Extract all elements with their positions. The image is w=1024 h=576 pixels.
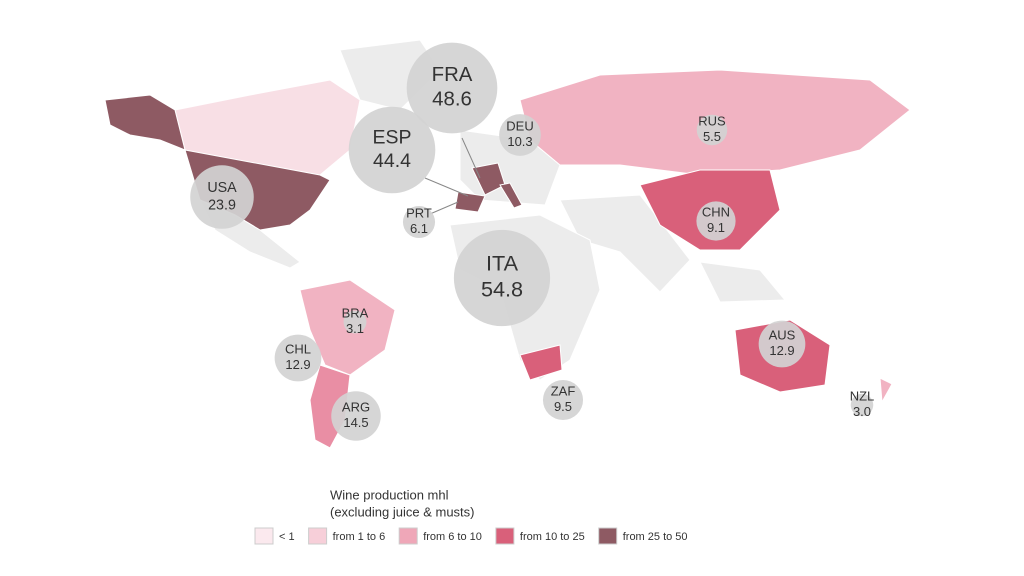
country-code: CHL [285, 342, 311, 357]
country-code: ARG [342, 400, 370, 415]
bubble [274, 334, 322, 382]
bubble [343, 310, 367, 334]
legend-label: from 6 to 10 [423, 531, 482, 543]
country-code: FRA [432, 64, 473, 86]
legend-swatch [598, 527, 618, 545]
leader-line [424, 177, 469, 197]
new-zealand [879, 377, 893, 404]
legend-swatch [308, 527, 328, 545]
bubble [758, 320, 806, 368]
legend-label: from 25 to 50 [623, 531, 688, 543]
country-code: ZAF [551, 384, 576, 399]
country-code: NZL [850, 389, 875, 404]
legend-swatch [495, 527, 515, 545]
value-label: 3.1 [346, 321, 364, 336]
country-code: ESP [373, 126, 412, 148]
bubble [696, 114, 728, 146]
bubble [190, 165, 254, 229]
value-label: 14.5 [343, 415, 368, 430]
value-label: 3.0 [853, 404, 871, 419]
bubble [850, 393, 874, 417]
country-code: BRA [342, 306, 369, 321]
leader-line [461, 137, 481, 179]
value-label: 48.6 [432, 89, 472, 111]
value-label: 12.9 [285, 357, 310, 372]
country-code: ITA [486, 251, 519, 276]
bubble [406, 42, 498, 134]
country-code: PRT [406, 206, 432, 221]
legend-title: Wine production mhl [330, 487, 449, 502]
legend-swatch [254, 527, 274, 545]
spain [454, 191, 486, 213]
country-code: RUS [698, 114, 726, 129]
bubble [696, 201, 736, 241]
legend-title: (excluding juice & musts) [330, 504, 475, 519]
value-label: 23.9 [208, 197, 236, 213]
value-label: 12.9 [769, 343, 794, 358]
value-label: 44.4 [373, 150, 411, 172]
leader-line [429, 201, 459, 215]
legend-swatch [398, 527, 418, 545]
alaska [104, 94, 186, 151]
italy [499, 182, 523, 209]
value-label: 9.1 [707, 220, 725, 235]
south-africa [519, 344, 563, 381]
legend: Wine production mhl (excluding juice & mu… [254, 487, 688, 545]
country-code: DEU [506, 119, 533, 134]
bubble [331, 391, 381, 441]
southeast-asia [699, 261, 787, 303]
bubble [402, 205, 436, 239]
legend-label: from 10 to 25 [520, 531, 585, 543]
legend-label: from 1 to 6 [333, 531, 386, 543]
value-label: 9.5 [554, 399, 572, 414]
bubble [499, 114, 541, 156]
value-label: 10.3 [507, 134, 532, 149]
bubble [348, 106, 436, 194]
bubble [453, 229, 551, 327]
country-code: USA [207, 180, 237, 196]
value-label: 54.8 [481, 277, 523, 302]
value-label: 5.5 [703, 129, 721, 144]
legend-label: < 1 [279, 531, 295, 543]
country-code: CHN [702, 205, 730, 220]
country-code: AUS [769, 328, 796, 343]
value-label: 6.1 [410, 221, 428, 236]
bubble [542, 379, 584, 421]
